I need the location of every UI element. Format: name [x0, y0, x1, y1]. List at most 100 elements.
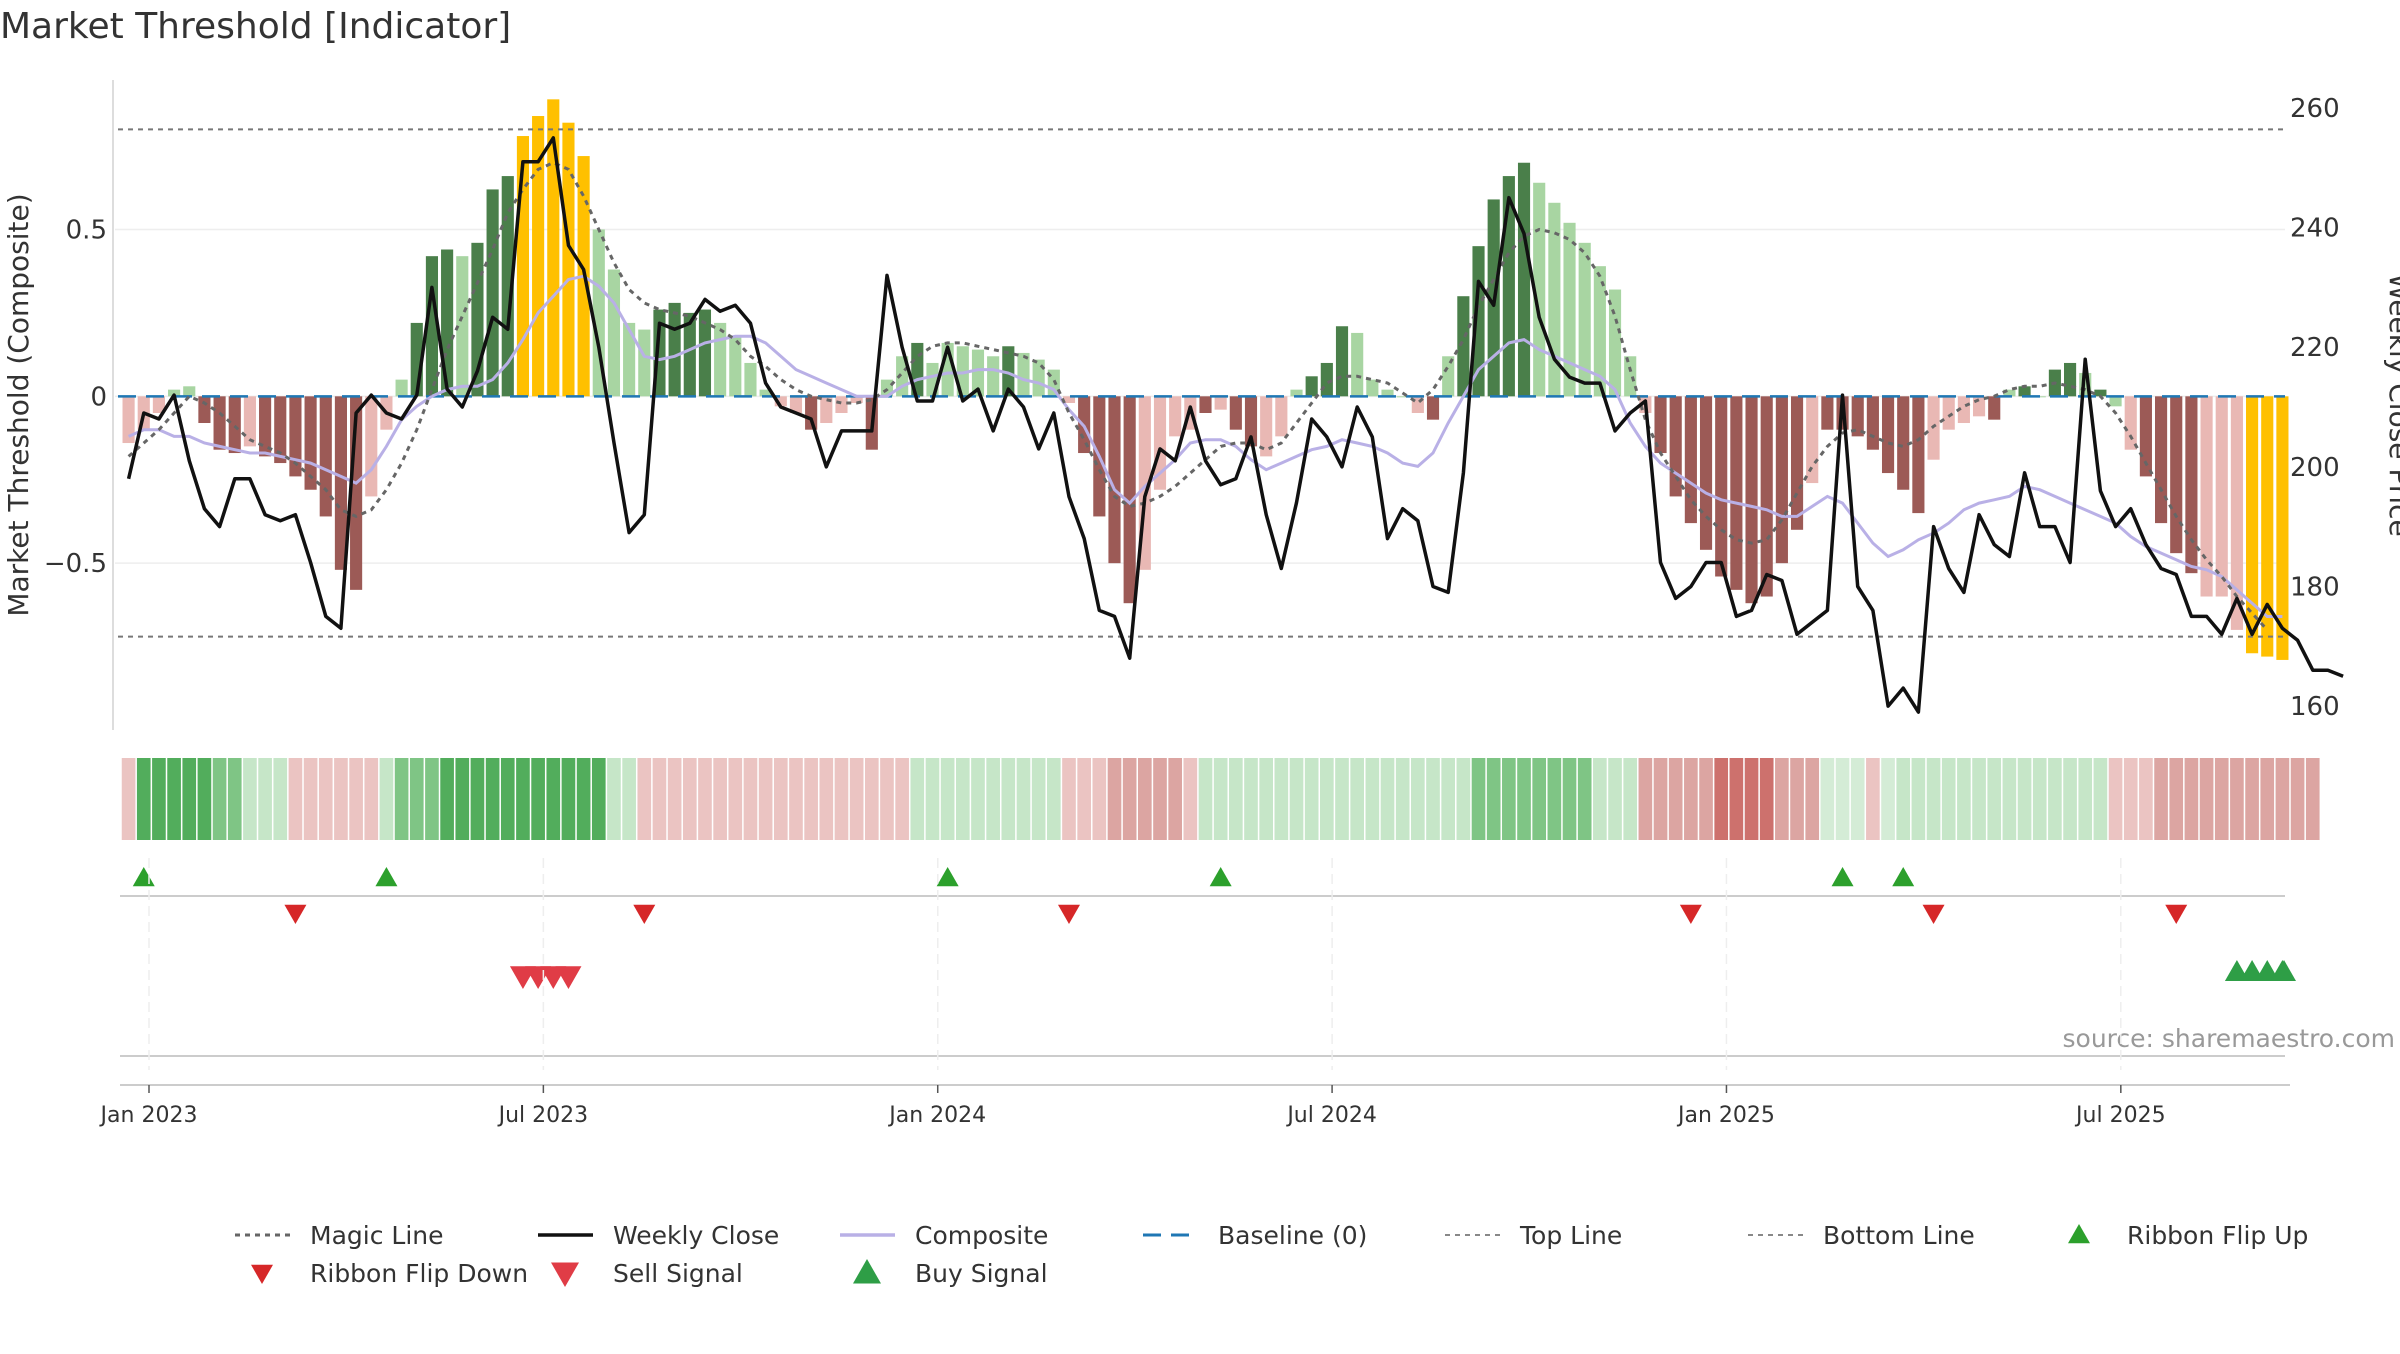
ribbon-cell [576, 758, 591, 840]
ribbon-cell [1153, 758, 1167, 840]
ribbon-cell [1486, 758, 1501, 840]
ribbon-cell [531, 758, 545, 840]
ribbon-cell [2063, 758, 2077, 840]
composite-bar [304, 396, 317, 490]
ribbon-cell [1471, 758, 1486, 840]
ribbon-cell [1744, 758, 1759, 840]
composite-line [127, 274, 2283, 618]
composite-bar [1578, 242, 1591, 397]
ribbon-cell [2139, 758, 2153, 840]
composite-bar [1366, 379, 1379, 397]
ribbon-cell [1289, 758, 1304, 840]
composite-bar [1442, 356, 1455, 397]
composite-bar [486, 189, 499, 397]
weekly-close-line [126, 136, 2344, 714]
composite-bar [683, 312, 696, 397]
composite-bar [1912, 396, 1925, 514]
ribbon-cell [1926, 758, 1941, 840]
composite-bar [638, 329, 651, 397]
ribbon-cell [1896, 758, 1911, 840]
ribbon-cell [455, 758, 470, 840]
composite-bar [1062, 396, 1076, 403]
ribbon-cell [1031, 758, 1046, 840]
composite-bar [2063, 362, 2077, 397]
composite-bar [1760, 396, 1773, 597]
ribbon-cell [379, 758, 394, 840]
ribbon-cell [243, 758, 257, 840]
ribbon-cell [925, 758, 940, 840]
ribbon-cell [546, 758, 561, 840]
ribbon-cell [652, 758, 667, 840]
legend-label-bottom: Bottom Line [1823, 1221, 1975, 1250]
ribbon-cell [1638, 758, 1653, 840]
ribbon-cell [804, 758, 818, 840]
ribbon-cell [227, 758, 242, 840]
ribbon-flip-down-marker [1922, 904, 1945, 924]
ribbon-cell [1850, 758, 1865, 840]
composite-bar [623, 322, 636, 397]
composite-bar [2170, 396, 2183, 554]
composite-bar [1153, 396, 1167, 490]
ribbon-cell [1593, 758, 1607, 840]
ribbon-cell [2230, 758, 2244, 840]
ribbon-cell [1198, 758, 1213, 840]
ribbon-cell [1562, 758, 1577, 840]
ribbon-cell [182, 758, 197, 840]
ribbon-cell [2214, 758, 2229, 840]
ribbon-cell [910, 758, 925, 840]
ribbon-cell [1365, 758, 1380, 840]
composite-bar [2124, 396, 2137, 450]
composite-bar [1942, 396, 1955, 430]
ribbon-cell [1441, 758, 1456, 840]
ribbon-cell [334, 758, 348, 840]
signal-panel [120, 960, 2296, 1057]
composite-bar [152, 396, 165, 413]
ribbon-cell [1502, 758, 1516, 840]
ribbon-cell [2032, 758, 2047, 840]
ribbon-cell [1790, 758, 1804, 840]
ribbon-cell [425, 758, 439, 840]
legend-label-top: Top Line [1519, 1221, 1622, 1250]
composite-bar [1593, 266, 1606, 397]
left-axis-label: Market Threshold (Composite) [2, 193, 35, 616]
ribbon-cell [364, 758, 379, 840]
right-tick-label: 180 [2290, 572, 2340, 602]
ribbon-flip-up-marker [1892, 867, 1915, 887]
ribbon-cell [1759, 758, 1774, 840]
ribbon-cell [1835, 758, 1850, 840]
ribbon-cell [591, 758, 606, 840]
ribbon-cell [2078, 758, 2093, 840]
ribbon-cell [1987, 758, 2002, 840]
ribbon-flip-down-marker [1679, 904, 1702, 924]
legend: Magic Line Weekly Close Composite Baseline … [235, 1221, 2308, 1288]
ribbon-cell [1168, 758, 1182, 840]
ribbon-cell [955, 758, 970, 840]
ribbon-cell [1304, 758, 1319, 840]
composite-bar [1290, 389, 1303, 397]
composite-bar [971, 349, 985, 397]
composite-bar [1624, 356, 1637, 397]
ribbon-cell [1244, 758, 1258, 840]
composite-bar [1229, 396, 1242, 430]
ribbon-cell [1335, 758, 1349, 840]
composite-bar [2276, 396, 2289, 660]
ribbon-cell [682, 758, 697, 840]
composite-bar [365, 396, 378, 497]
right-axis-label: Weekly Close Price [2383, 273, 2400, 536]
x-tick-label: Jul 2025 [2074, 1103, 2166, 1128]
ribbon-cell [637, 758, 652, 840]
left-tick-label: −0.5 [44, 549, 107, 579]
composite-bar [532, 116, 545, 397]
legend-label-flipdown: Ribbon Flip Down [310, 1259, 528, 1288]
ribbon-cell [485, 758, 500, 840]
ribbon-flip-up-marker [375, 867, 398, 887]
composite-bar [334, 396, 348, 570]
ribbon-cell [622, 758, 636, 840]
ribbon-cell [986, 758, 1000, 840]
composite-bar [1244, 396, 1258, 447]
ribbon-cell [1122, 758, 1137, 840]
composite-bar [1305, 376, 1318, 397]
ribbon-cell [758, 758, 773, 840]
ribbon-cell [895, 758, 909, 840]
composite-bar [607, 269, 621, 397]
